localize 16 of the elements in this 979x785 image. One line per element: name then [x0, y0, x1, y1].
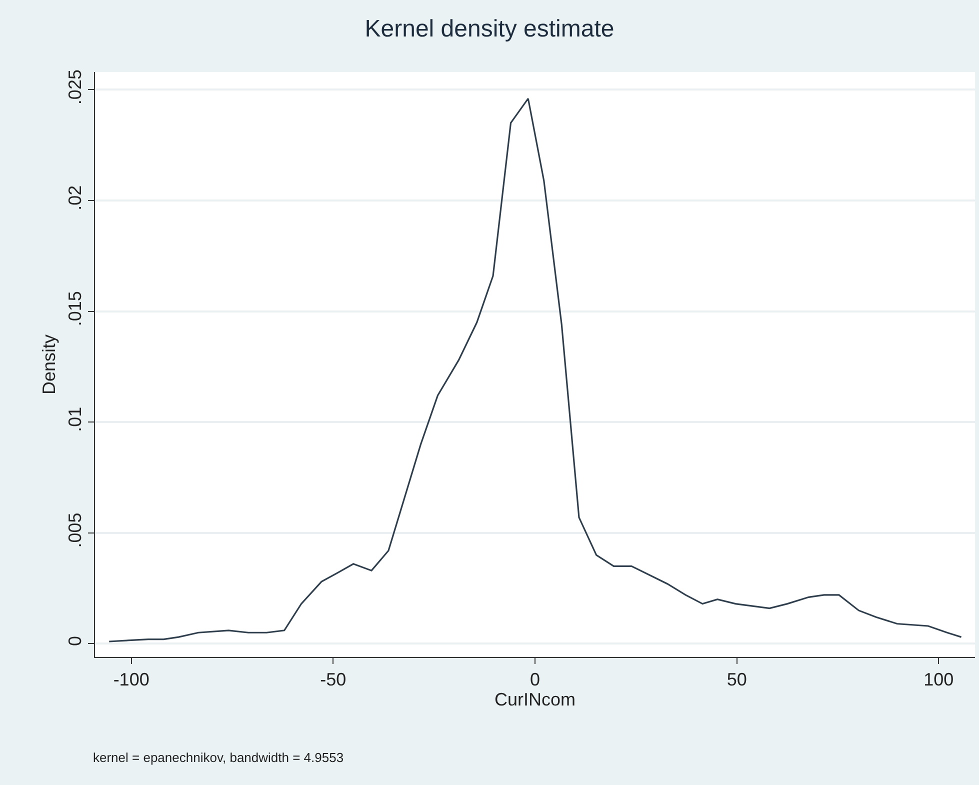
x-tick-label: -50: [320, 670, 346, 690]
line-series: [108, 98, 962, 642]
y-tick-label: .005: [64, 512, 85, 548]
x-tick-label: 100: [924, 670, 954, 690]
y-tick-label: .015: [64, 291, 85, 326]
y-axis-title: Density: [39, 334, 59, 395]
x-axis-title: CurINcom: [494, 690, 576, 710]
text: kernel = epanechnikov, bandwidth = 4.9553: [93, 750, 344, 765]
y-tick-label: .01: [64, 406, 85, 432]
x-tick-label: -100: [113, 670, 150, 690]
chart-title: Kernel density estimate: [364, 15, 614, 42]
y-tick-label: .025: [64, 70, 85, 105]
y-tick-label: .02: [64, 185, 85, 210]
x-tick-label: 0: [530, 670, 540, 690]
y-tick-label: 0: [64, 636, 85, 646]
x-tick-label: 50: [726, 670, 747, 690]
